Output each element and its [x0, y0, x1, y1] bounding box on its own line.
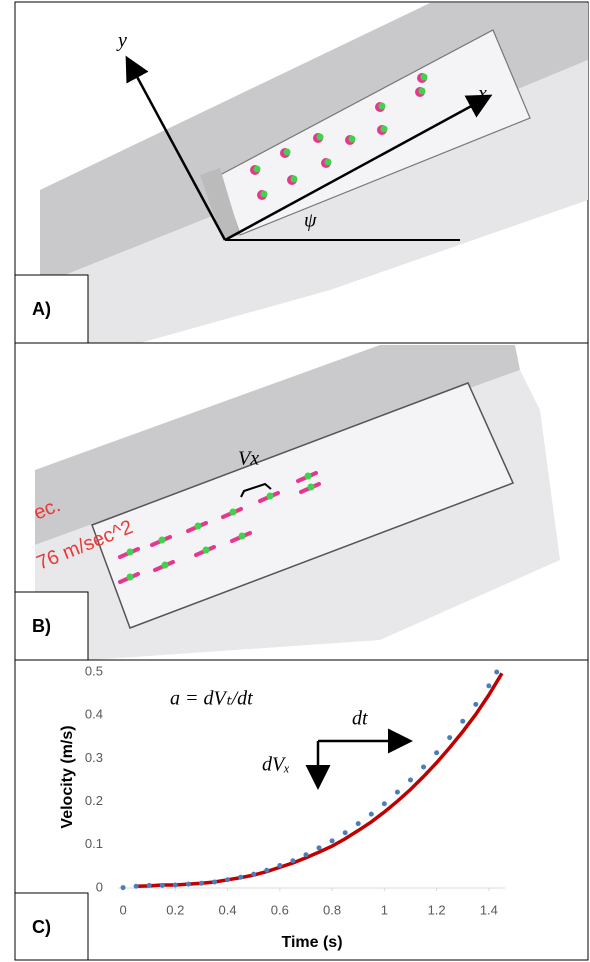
- marker-dot: [202, 546, 210, 554]
- x-tick-label: 1.4: [480, 902, 498, 917]
- marker-dot: [304, 472, 312, 480]
- y-tick-label: 0.2: [85, 793, 103, 808]
- marker-dot: [238, 532, 246, 540]
- marker-dot: [418, 87, 426, 95]
- data-point: [303, 852, 309, 858]
- x-tick-label: 0.6: [271, 902, 289, 917]
- panel-label: B): [32, 616, 51, 636]
- data-point: [238, 874, 244, 880]
- data-point: [473, 701, 479, 707]
- data-point: [407, 777, 413, 783]
- marker-dot: [126, 573, 134, 581]
- y-tick-label: 0: [96, 879, 103, 894]
- data-point: [494, 669, 500, 675]
- data-point: [120, 885, 126, 891]
- data-point: [251, 871, 257, 877]
- y-tick-label: 0.3: [85, 750, 103, 765]
- annotation: dt: [352, 708, 368, 730]
- data-point: [198, 880, 204, 886]
- marker-dot: [380, 125, 388, 133]
- x-tick-label: 0.8: [323, 902, 341, 917]
- x-tick-label: 1.2: [428, 902, 446, 917]
- data-point: [355, 821, 361, 827]
- marker-dot: [194, 522, 202, 530]
- panel-label: C): [32, 917, 51, 937]
- marker-dot: [378, 102, 386, 110]
- panel-c: a = dVₜ/dt dt dVₓ Velocity (m/s) Time (s…: [14, 659, 589, 961]
- data-point: [212, 879, 218, 885]
- data-point: [133, 883, 139, 889]
- x-tick-label: 0.4: [219, 902, 237, 917]
- data-point: [225, 877, 231, 883]
- marker-dot: [253, 165, 261, 173]
- marker-dot: [420, 73, 428, 81]
- annotation: dVₓ: [262, 754, 290, 776]
- marker-dot: [283, 148, 291, 156]
- x-tick-label: 1: [381, 902, 388, 917]
- data-point: [159, 882, 165, 888]
- x-tick-label: 0.2: [166, 902, 184, 917]
- panel-label: A): [32, 299, 51, 319]
- marker-dot: [229, 508, 237, 516]
- data-point: [460, 718, 466, 724]
- data-point: [185, 881, 191, 887]
- y-tick-label: 0.5: [85, 663, 103, 678]
- x-axis-title: Time (s): [281, 934, 342, 951]
- y-axis-title: Velocity (m/s): [59, 725, 76, 828]
- data-point: [447, 735, 453, 741]
- marker-dot: [260, 190, 268, 198]
- data-point: [316, 845, 322, 851]
- marker-dot: [316, 133, 324, 141]
- x-tick-label: 0: [119, 902, 126, 917]
- marker-dot: [158, 536, 166, 544]
- panel-a: y x ψ A): [14, 1, 589, 344]
- x-axis-label: x: [477, 83, 487, 105]
- marker-dot: [324, 158, 332, 166]
- data-point: [146, 882, 152, 888]
- marker-dot: [161, 561, 169, 569]
- marker-dot: [266, 492, 274, 500]
- marker-dot: [348, 135, 356, 143]
- data-point: [172, 882, 178, 888]
- y-tick-label: 0.4: [85, 707, 103, 722]
- fit-line: [136, 672, 504, 889]
- vector-label: Vx: [238, 448, 259, 470]
- marker-dot: [290, 175, 298, 183]
- y-axis-label: y: [116, 30, 127, 52]
- data-point: [290, 858, 296, 864]
- data-point: [264, 867, 270, 873]
- marker-dot: [307, 483, 315, 491]
- data-point: [381, 801, 387, 807]
- data-point: [342, 830, 348, 836]
- data-point: [421, 764, 427, 770]
- data-point: [329, 838, 335, 844]
- data-point: [394, 789, 400, 795]
- data-point: [486, 683, 492, 689]
- y-tick-label: 0.1: [85, 836, 103, 851]
- data-point: [277, 863, 283, 869]
- annotation: a = dVₜ/dt: [170, 688, 253, 710]
- marker-dot: [126, 548, 134, 556]
- angle-label: ψ: [304, 210, 317, 232]
- data-point: [434, 750, 440, 756]
- panel-b: Vx ec. 76 m/sec^2 B): [14, 342, 589, 661]
- data-point: [368, 811, 374, 817]
